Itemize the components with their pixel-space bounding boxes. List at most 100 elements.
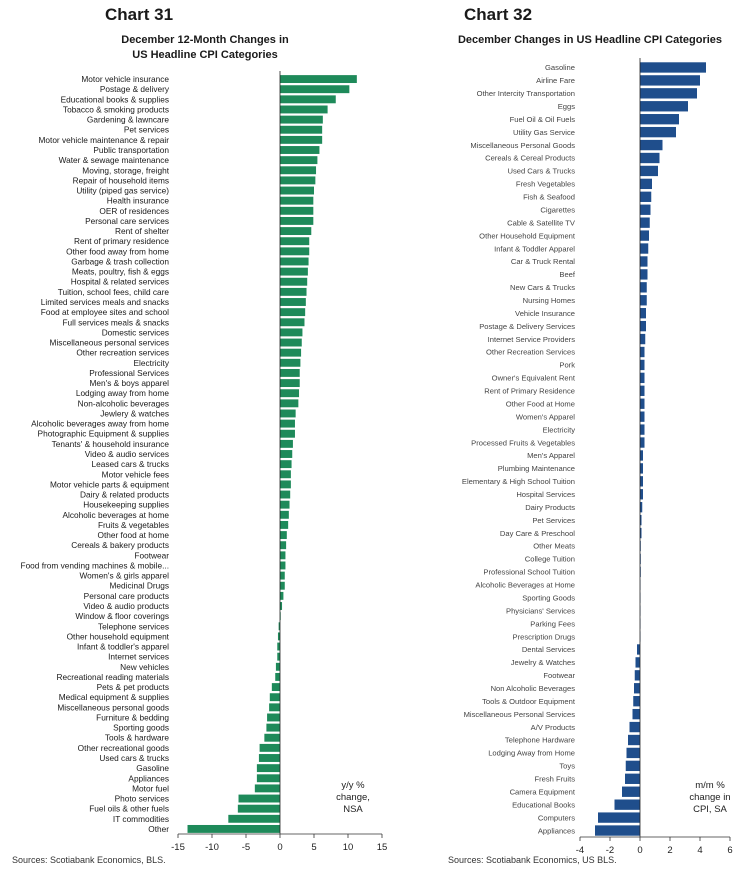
- chart-0-category-label: Video & audio services: [85, 449, 169, 459]
- chart-1-category-label: Sporting Goods: [522, 593, 575, 602]
- chart-0-category-label: Full services meals & snacks: [62, 317, 169, 327]
- chart-0-category-label: Housekeeping supplies: [83, 500, 169, 510]
- chart-0-bar: [280, 460, 292, 469]
- chart-0-category-label: Other household equipment: [67, 631, 170, 641]
- chart-0-category-label: Utility (piped gas service): [76, 186, 169, 196]
- chart-0-category-label: Medicinal Drugs: [110, 581, 169, 591]
- chart-0-bar: [280, 247, 310, 256]
- chart-0-category-label: Public transportation: [93, 145, 169, 155]
- chart-1-bar: [640, 243, 649, 254]
- chart-0-category-label: Photographic Equipment & supplies: [38, 429, 169, 439]
- chart-0-category-label: Educational books & supplies: [61, 94, 169, 104]
- chart-0-category-label: Photo services: [115, 794, 169, 804]
- chart-0-bar: [280, 125, 323, 134]
- chart-0-category-label: Miscellaneous personal services: [50, 338, 169, 348]
- chart-0-bar: [280, 95, 336, 104]
- chart-0-category-label: Other recreation services: [76, 348, 169, 358]
- chart-1-bar: [633, 696, 640, 707]
- chart-1-category-label: Pet Services: [532, 516, 575, 525]
- chart-32-note-line-2: change in: [689, 792, 731, 803]
- chart-1-bar: [640, 333, 646, 345]
- chart-0-bar: [280, 186, 314, 195]
- chart-0-bar: [266, 723, 280, 732]
- chart-1-bar: [640, 346, 645, 358]
- chart-0-category-label: Water & sewage maintenance: [59, 155, 170, 165]
- chart-1-category-label: Dairy Products: [525, 503, 575, 512]
- chart-0-bar: [280, 318, 305, 327]
- chart-1-x-tick-label: 6: [727, 845, 732, 856]
- chart-0-bar: [269, 693, 280, 702]
- chart-1-category-label: Electricity: [543, 425, 576, 434]
- chart-0-bar: [280, 439, 293, 448]
- chart-1-bar: [640, 437, 645, 448]
- chart-1-bar: [640, 527, 642, 539]
- chart-0-category-label: Fruits & vegetables: [98, 520, 169, 530]
- chart-1-category-label: Cigarettes: [540, 205, 575, 214]
- chart-1-x-tick-label: -2: [606, 845, 614, 856]
- chart-1-category-label: Alcoholic Beverages at Home: [475, 581, 575, 590]
- chart-0-bar: [228, 814, 280, 823]
- chart-1-bar: [595, 825, 640, 836]
- chart-0-bar: [280, 115, 323, 124]
- chart-0-x-tick-label: 0: [277, 842, 282, 853]
- chart-1-bar: [640, 514, 642, 526]
- chart-1-bar: [635, 657, 640, 668]
- chart-1-category-label: Fresh Vegetables: [516, 180, 575, 189]
- chart-0-category-label: Electricity: [134, 358, 170, 368]
- chart-0-category-label: Non-alcoholic beverages: [78, 398, 169, 408]
- chart-32-note-line-1: m/m %: [695, 780, 725, 791]
- chart-1-bar: [640, 450, 643, 461]
- chart-1-category-label: Processed Fruits & Vegetables: [471, 438, 575, 447]
- chart-0-category-label: Pets & pet products: [97, 682, 169, 692]
- chart-1-category-label: Postage & Delivery Services: [479, 322, 575, 331]
- chart-1-category-label: Dental Services: [522, 645, 575, 654]
- chart-31-note-line-2: change,: [336, 792, 370, 803]
- chart-1-category-label: New Cars & Trucks: [510, 283, 575, 292]
- chart-31-title-line-2: US Headline CPI Categories: [132, 49, 278, 61]
- chart-32-title-line-1: December Changes in US Headline CPI Cate…: [457, 34, 723, 46]
- chart-0-bar: [280, 490, 291, 499]
- chart-1-x-tick-label: 4: [697, 845, 702, 856]
- chart-1-bar: [640, 372, 645, 384]
- chart-1-category-label: Day Care & Preschool: [500, 529, 575, 538]
- chart-1-bar: [640, 139, 663, 151]
- chart-1-bar: [640, 411, 645, 422]
- chart-0-bar: [280, 602, 283, 610]
- chart-0-bar: [280, 470, 291, 479]
- chart-1-category-label: Pork: [559, 361, 575, 370]
- chart-0-bar: [280, 429, 295, 438]
- chart-1-category-label: Computers: [538, 813, 575, 822]
- chart-1-category-label: Used Cars & Trucks: [507, 167, 575, 176]
- chart-1-bar: [598, 812, 640, 823]
- chart-0-bar: [280, 298, 306, 306]
- chart-0-bar: [280, 581, 285, 590]
- chart-0-category-label: Leased cars & trucks: [92, 459, 169, 469]
- chart-1-bar: [634, 670, 640, 681]
- chart-0-bar: [280, 450, 293, 458]
- chart-1-bar: [637, 644, 640, 655]
- chart-32-plot: Gasoline Airline Fare Other Intercity Tran…: [462, 58, 733, 856]
- chart-1-category-label: College Tuition: [525, 555, 575, 564]
- chart-0-category-label: Recreational reading materials: [56, 672, 169, 682]
- chart-0-category-label: Hospital & related services: [71, 277, 169, 287]
- chart-0-category-label: Motor vehicle insurance: [81, 74, 169, 84]
- chart-0-bar: [280, 338, 302, 347]
- chart-1-category-label: Educational Books: [512, 800, 575, 809]
- chart-1-bar: [640, 320, 646, 332]
- chart-1-bar: [640, 476, 643, 487]
- chart-1-category-label: Other Household Equipment: [479, 231, 576, 240]
- chart-0-bar: [271, 683, 280, 692]
- chart-1-category-label: Men's Apparel: [527, 451, 575, 460]
- chart-1-category-label: Jewelry & Watches: [511, 658, 575, 667]
- chart-0-category-label: Appliances: [128, 773, 169, 783]
- chart-32-note-line-3: CPI, SA: [693, 804, 727, 815]
- chart-1-category-label: Women's Apparel: [516, 412, 575, 421]
- chart-1-bar: [640, 230, 649, 241]
- chart-0-category-label: Postage & delivery: [100, 84, 170, 94]
- chart-0-bar: [187, 824, 280, 833]
- chart-1-bar: [640, 62, 706, 73]
- chart-31-source: Sources: Scotiabank Economics, BLS.: [12, 855, 166, 865]
- chart-32-panel: Chart 32 December Changes in US Headline…: [430, 0, 744, 879]
- chart-1-bar: [640, 165, 658, 177]
- chart-0-category-label: Rent of primary residence: [74, 236, 169, 246]
